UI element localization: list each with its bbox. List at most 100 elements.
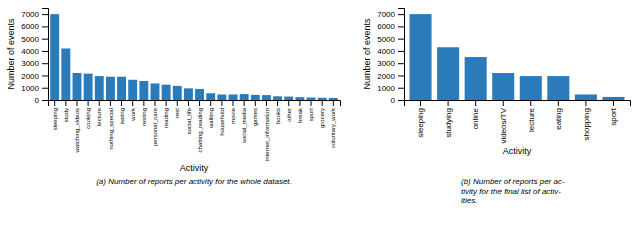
tick-label: studying <box>444 108 453 138</box>
caption: (b) Number of reports per ac-tivity for … <box>461 177 565 205</box>
tick-label: eating <box>554 108 563 130</box>
tick: eating <box>119 100 125 124</box>
tick-mark <box>530 100 531 106</box>
bar <box>184 88 193 100</box>
bar <box>575 94 597 100</box>
caption-line: (a) Number of reports per activity for t… <box>96 177 292 186</box>
tick: 6000 <box>21 22 48 31</box>
tick: walking <box>208 100 214 129</box>
tick-label: 0 <box>391 96 396 105</box>
tick-mark <box>420 100 421 106</box>
tick-label: 7000 <box>21 10 39 19</box>
tick: 1000 <box>377 84 404 93</box>
tick: 7000 <box>21 10 48 19</box>
tick-mark <box>42 63 48 64</box>
tick: movie <box>230 100 236 124</box>
tick-mark <box>42 100 48 101</box>
tick-label: lecture <box>96 107 102 126</box>
tick-label: internet_information <box>264 108 270 161</box>
tick-mark <box>277 100 278 106</box>
tick-mark <box>448 100 449 106</box>
tick-mark <box>188 100 189 106</box>
tick: grocery <box>319 100 325 128</box>
tick-mark <box>199 100 200 106</box>
tick-mark <box>132 100 133 106</box>
y-axis-title: Number of events <box>6 18 16 90</box>
tick-label: 7000 <box>377 10 395 19</box>
tick-mark <box>233 100 234 106</box>
tick-mark <box>613 100 614 106</box>
tick-mark <box>65 100 66 106</box>
tick-label: work <box>130 107 136 122</box>
tick-label: rest <box>174 108 180 118</box>
y-axis: 01000200030004000500060007000 <box>377 9 404 106</box>
tick-mark <box>398 51 404 52</box>
tick-label: study <box>63 108 69 122</box>
tick-mark <box>42 26 48 27</box>
tick-label: personal_care <box>152 107 158 146</box>
x-axis-title: Activity <box>503 146 532 156</box>
tick: 3000 <box>21 59 48 68</box>
bar <box>173 86 182 100</box>
bar <box>61 48 70 100</box>
tick: voluntary_work <box>330 100 336 148</box>
tick-mark <box>177 100 178 106</box>
tick: social_life <box>186 100 192 134</box>
tick: 4000 <box>377 47 404 56</box>
tick-label: nothing_special <box>108 108 114 150</box>
tick-label: 1000 <box>21 84 39 93</box>
bar <box>139 81 148 100</box>
tick-mark <box>76 100 77 106</box>
bar <box>117 77 126 100</box>
bars <box>50 14 338 100</box>
tick-mark <box>398 63 404 64</box>
x-axis: sleepingstudywatching_videoscookinglectu… <box>49 100 341 161</box>
tick-label: social_media <box>241 107 247 143</box>
bar <box>162 85 171 100</box>
axis-line <box>405 101 631 107</box>
bar <box>262 95 271 100</box>
tick: books <box>275 100 281 124</box>
caption-line: tivity for the final list of activ- <box>461 187 561 196</box>
tick-mark <box>266 100 267 106</box>
tick-mark <box>475 100 476 106</box>
tick: lecture <box>96 100 102 126</box>
bar <box>95 76 104 100</box>
tick-mark <box>42 14 48 15</box>
tick: 0 <box>35 96 48 105</box>
tick-mark <box>88 100 89 106</box>
tick: studying <box>444 100 453 138</box>
bar <box>195 89 204 100</box>
axis-line <box>49 101 341 107</box>
tick-mark <box>42 88 48 89</box>
tick-label: shopping <box>582 108 591 140</box>
tick-label: 2000 <box>377 72 395 81</box>
tick-label: online <box>471 107 480 129</box>
tick-label: social_life <box>186 107 192 134</box>
tick: reading <box>163 100 169 128</box>
tick-mark <box>255 100 256 106</box>
tick: study <box>63 100 69 122</box>
tick-mark <box>54 100 55 106</box>
tick-label: videos/TV <box>499 107 508 143</box>
tick: personal_care <box>152 100 158 146</box>
tick-mark <box>42 75 48 76</box>
tick: social_media <box>241 100 247 143</box>
tick-label: cooking <box>85 108 91 129</box>
bar <box>151 83 160 100</box>
tick-label: 4000 <box>21 47 39 56</box>
bar <box>520 76 542 100</box>
tick-mark <box>110 100 111 106</box>
tick: games <box>252 100 258 126</box>
tick-label: 5000 <box>21 35 39 44</box>
tick-label: 3000 <box>21 59 39 68</box>
tick-label: 5000 <box>377 35 395 44</box>
bar <box>217 94 226 100</box>
tick-mark <box>99 100 100 106</box>
tick: lecture <box>527 100 536 132</box>
tick-mark <box>398 39 404 40</box>
bar <box>84 74 93 100</box>
tick-mark <box>42 51 48 52</box>
tick: eating <box>554 100 563 130</box>
tick-mark <box>288 100 289 106</box>
